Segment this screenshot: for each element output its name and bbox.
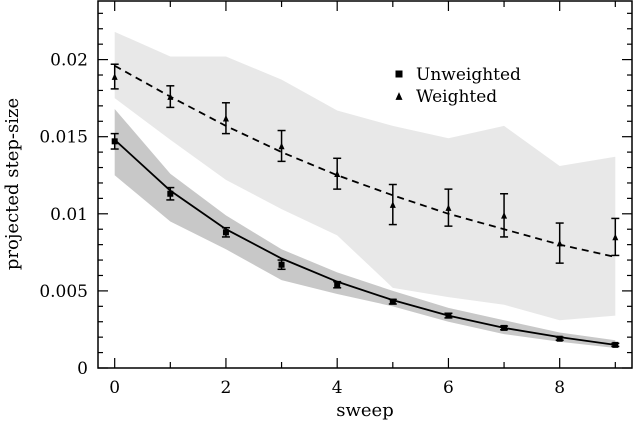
data-point-unweighted <box>167 190 174 197</box>
data-point-weighted <box>501 212 508 219</box>
data-point-unweighted <box>445 312 452 319</box>
y-tick-label: 0 <box>77 359 88 379</box>
x-axis-label: sweep <box>336 400 393 421</box>
data-point-weighted <box>389 201 396 208</box>
data-point-weighted <box>556 239 563 247</box>
confidence-bands <box>114 31 616 348</box>
plot-frame <box>97 0 633 369</box>
y-tick-label: 0.005 <box>39 282 88 302</box>
data-point-unweighted <box>556 335 563 342</box>
data-point-weighted <box>278 142 285 150</box>
x-tick-label: 2 <box>221 378 232 398</box>
fit-curves <box>114 64 616 346</box>
band-weighted <box>114 31 616 321</box>
data-point-weighted <box>612 233 619 241</box>
legend-marker-unweighted <box>395 70 403 78</box>
data-point-weighted <box>334 170 341 178</box>
fit-curve-weighted <box>114 64 616 258</box>
y-tick-label: 0.01 <box>50 205 88 225</box>
x-tick-label: 8 <box>554 378 565 398</box>
legend-marker-weighted <box>395 92 403 100</box>
x-tick-label: 0 <box>109 378 120 398</box>
data-point-weighted <box>222 114 229 122</box>
y-axis-ticks: 0 0.005 0.01 0.015 0.02 <box>39 12 632 379</box>
data-point-unweighted <box>111 138 118 145</box>
fit-curve-unweighted <box>114 139 616 346</box>
x-tick-label: 4 <box>332 378 343 398</box>
data-point-unweighted <box>612 341 619 348</box>
y-tick-label: 0.015 <box>39 128 88 148</box>
band-unweighted <box>114 108 616 348</box>
data-points <box>110 63 620 348</box>
data-point-unweighted <box>389 298 396 305</box>
x-axis-ticks: 0 2 4 6 8 <box>109 1 616 398</box>
data-point-weighted <box>111 73 118 80</box>
data-point-unweighted <box>334 281 341 288</box>
x-tick-label: 6 <box>443 378 454 398</box>
data-point-weighted <box>167 93 174 100</box>
y-axis-label: projected step-size <box>2 98 23 270</box>
legend-label-weighted: Weighted <box>416 87 497 107</box>
data-point-unweighted <box>501 324 508 331</box>
data-point-unweighted <box>278 261 285 268</box>
data-point-weighted <box>445 204 452 211</box>
legend-label-unweighted: Unweighted <box>416 65 521 85</box>
y-tick-label: 0.02 <box>50 51 88 71</box>
data-point-unweighted <box>222 229 229 236</box>
